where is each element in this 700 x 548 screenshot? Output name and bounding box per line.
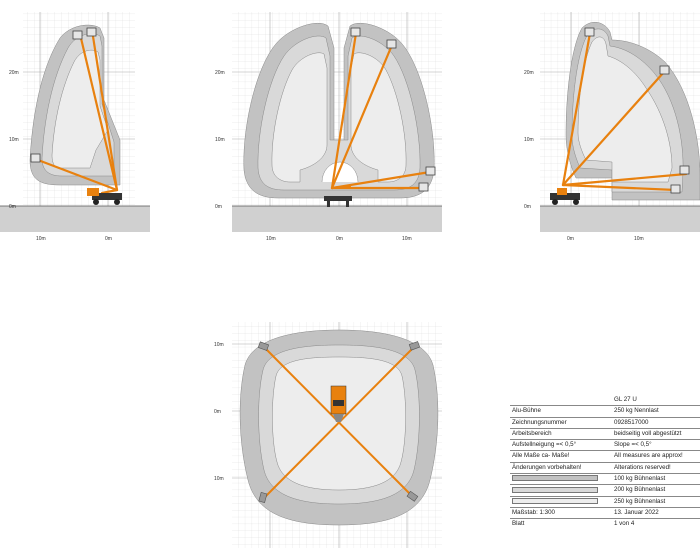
y-label-10m: 10m — [215, 137, 225, 143]
working-range-value: beidseitig voll abgestützt — [612, 427, 700, 440]
title-row: GL 27 U — [510, 395, 700, 406]
y-label-0m: 0m — [215, 204, 222, 210]
zone-250kg — [271, 52, 328, 183]
title-block: GL 27 U Alu-Bühne 250 kg Nennlast Zeichn… — [510, 395, 700, 530]
title-row: Alu-Bühne 250 kg Nennlast — [510, 405, 700, 418]
y-label-10m: 10m — [214, 342, 224, 348]
slope-de: Aufstellneigung =< 0,5° — [510, 439, 612, 451]
measures-en: All measures are approx! — [612, 450, 700, 463]
drawing-number-label: Zeichnungsnummer — [510, 416, 612, 429]
legend-swatch-100kg — [512, 475, 598, 482]
alterations-en: Alterations reserved! — [612, 461, 700, 474]
y-label-20m: 20m — [215, 70, 225, 76]
legend-label-200kg: 200 kg Bühnenlast — [612, 484, 700, 497]
side-view-left: 20m 10m 0m 10m 0m — [0, 12, 150, 242]
y-label-10m: 10m — [9, 137, 19, 143]
side-view-center: 20m 10m 0m 10m 0m 10m — [215, 12, 442, 242]
title-left — [510, 395, 612, 406]
sheet-number: 1 von 4 — [612, 518, 700, 530]
date: 13. Januar 2022 — [612, 506, 700, 519]
y-label-20m: 20m — [524, 70, 534, 76]
slope-en: Slope =< 0,5° — [612, 439, 700, 451]
footer-row: Maßstab: 1:300 13. Januar 2022 — [510, 506, 700, 519]
legend-row: 200 kg Bühnenlast — [510, 484, 700, 497]
drawing-number: 0928517000 — [612, 416, 700, 429]
y-label-0m: 0m — [214, 409, 221, 415]
y-label-20m: 20m — [9, 70, 19, 76]
scale: Maßstab: 1:300 — [510, 506, 612, 519]
footer-row: Blatt 1 von 4 — [510, 518, 700, 530]
top-view: 10m 0m 10m — [214, 322, 442, 548]
model-name: GL 27 U — [614, 396, 637, 403]
x-label-10m: 10m — [266, 236, 276, 242]
working-range-label: Arbeitsbereich — [510, 427, 612, 440]
rated-load: 250 kg Nennlast — [612, 405, 700, 418]
title-row: Zeichnungsnummer 0928517000 — [510, 416, 700, 429]
platform-type: Alu-Bühne — [510, 405, 612, 418]
x-label-0m: 0m — [336, 236, 343, 242]
title-row: Arbeitsbereich beidseitig voll abgestütz… — [510, 427, 700, 440]
y-label-10m: 10m — [214, 476, 224, 482]
x-label-0m: 0m — [567, 236, 574, 242]
legend-swatch-200kg — [512, 486, 598, 493]
y-label-10m: 10m — [524, 137, 534, 143]
sheet-label: Blatt — [510, 518, 612, 530]
legend-row: 250 kg Bühnenlast — [510, 495, 700, 508]
alterations-de: Änderungen vorbehalten! — [510, 461, 612, 474]
title-row: Änderungen vorbehalten! Alterations rese… — [510, 461, 700, 474]
x-label-0m: 0m — [105, 236, 112, 242]
y-label-0m: 0m — [524, 204, 531, 210]
legend-label-100kg: 100 kg Bühnenlast — [612, 473, 700, 485]
title-row: Aufstellneigung =< 0,5° Slope =< 0,5° — [510, 439, 700, 451]
x-label-10m: 10m — [36, 236, 46, 242]
side-view-right: 20m 10m 0m 0m 10m — [524, 12, 700, 242]
legend-row: 100 kg Bühnenlast — [510, 473, 700, 485]
title-row: Alle Maße ca- Maße! All measures are app… — [510, 450, 700, 463]
x-label-10m: 10m — [634, 236, 644, 242]
legend-label-250kg: 250 kg Bühnenlast — [612, 495, 700, 508]
legend-swatch-250kg — [512, 498, 598, 505]
x-label-10m: 10m — [402, 236, 412, 242]
y-label-0m: 0m — [9, 204, 16, 210]
measures-de: Alle Maße ca- Maße! — [510, 450, 612, 463]
